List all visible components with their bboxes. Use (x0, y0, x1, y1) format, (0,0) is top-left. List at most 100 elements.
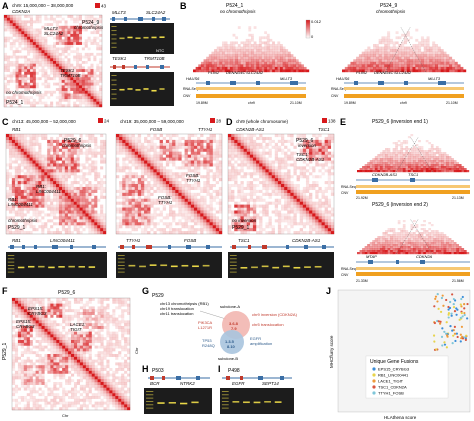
panel-c-right-scale-max: 28 (216, 119, 222, 124)
panel-j-point (446, 334, 449, 337)
panel-j-point (460, 311, 463, 315)
panel-i-gene-sept14: SEPT14 (262, 381, 279, 386)
panel-c-left-scale-max: 24 (104, 119, 110, 124)
panel-h-gene-ntrk2: NTRK2 (180, 381, 195, 386)
panel-e-top-track-cnv: CNV (341, 191, 349, 195)
panel-c-left-hic-map (5, 133, 107, 235)
panel-a-sample-top: P524_9 (82, 20, 99, 26)
panel-c-left-fusion-a2: RB1: (8, 197, 19, 202)
panel-j-point (463, 303, 466, 306)
panel-g-blue-label-1: TP53 (202, 338, 212, 343)
panel-b-gene-slc24a2-r: SLC24A2 (394, 70, 412, 75)
panel-a-scale-max: 43 (101, 4, 107, 9)
panel-c-right-gene-fosb: FOSB (150, 127, 162, 132)
panel-d-region: chr9 (whole chromosome) (236, 119, 289, 124)
panel-i-gene-egfr: EGFR (232, 381, 245, 386)
panel-a-gel-top-gene-1: MLLT3 (112, 10, 126, 15)
panel-d-gene-cdkn2b: CDKN2B-AS1 (236, 127, 265, 132)
panel-b-track-rnaseq-r: RNA-Seq (331, 87, 346, 91)
panel-j-point (453, 299, 457, 302)
panel-j-point (464, 337, 467, 340)
panel-e-triangle-bottom (357, 218, 470, 255)
panel-e-letter: E (340, 117, 346, 127)
panel-f-hic-map (11, 297, 131, 411)
panel-g-red-label-2: L1271R (198, 325, 212, 330)
panel-b-gene-plin2-r: PLIN2 (356, 70, 368, 75)
panel-a-gene-trmt10b: TRMT10B (60, 73, 81, 78)
panel-e-bottom-gene-1: MTAP (366, 254, 377, 259)
panel-b-axis-start-r: 19.89M (344, 101, 356, 105)
panel-c-left-fusion-b: LINC004411 (36, 189, 61, 194)
panel-e-triangle-top (357, 134, 470, 173)
panel-e-top-gene-1: CDKN2B-AS1 (372, 172, 397, 177)
panel-g-red-right: chr5 translocation (252, 322, 284, 327)
panel-c-right-track-gene-a: TTYH1 (126, 238, 141, 243)
panel-c-left-gene-track (8, 245, 106, 249)
panel-c-right-fusion-a: FOSB: (186, 173, 200, 178)
panel-i-gene-track (222, 376, 292, 380)
panel-f-fusion-1a: EPS15: (28, 306, 44, 311)
panel-j-point (447, 308, 450, 311)
panel-j-point (445, 346, 448, 349)
panel-a-gel-bottom-gene-2: TRMT10B (144, 56, 165, 61)
panel-j-point (440, 296, 443, 300)
panel-j-legend-swatch-2 (372, 379, 376, 383)
panel-d-scale-swatch (322, 118, 327, 123)
panel-e-top-axis-end: 21.13M (452, 196, 464, 200)
panel-b-gene-mllt3: MLLT3 (280, 76, 293, 81)
panel-f-fusion-3a: EPS15: (16, 319, 32, 324)
panel-i: I P498 EGFR SEPT14 (218, 364, 294, 414)
panel-j-point (463, 311, 466, 315)
panel-g-circ-bot-2: 8.10 (227, 344, 236, 349)
panel-c-right-fusion-b2: TTYH1 (158, 200, 173, 205)
panel-b-gene-plin2: PLIN2 (208, 70, 220, 75)
panel-f-fusion-3b: CRYBG3 (16, 324, 35, 329)
panel-g-circ-top-1: 3.6.8 (229, 321, 239, 326)
panel-i-sample: P498 (228, 368, 240, 374)
panel-d-cond-bottom: no inversion (232, 218, 257, 223)
panel-e: E P529_6 (inversion end 1) CDKN2B-AS1 TS… (340, 117, 470, 283)
panel-e-bottom-axis-start: 21.33M (356, 279, 368, 283)
panel-e-top-gene-2: TSC1 (408, 172, 418, 177)
panel-j-point (441, 344, 444, 347)
panel-i-gel (220, 388, 294, 414)
panel-j-point (434, 295, 438, 298)
panel-j-point (447, 316, 450, 319)
panel-d-gene-track (230, 245, 334, 249)
panel-d-track-gene-b: CDKN2B-AS1 (292, 238, 321, 243)
panel-b-triangle-left (193, 26, 310, 73)
panel-j-point (450, 312, 453, 315)
panel-a-gel-ntc: NTC (156, 48, 164, 53)
panel-e-top-tracks (356, 178, 470, 194)
panel-j-point (459, 340, 462, 343)
panel-j-legend-swatch-3 (372, 385, 376, 389)
panel-a-gene-cdkn2a: CDKN2A (12, 9, 30, 14)
panel-b-scale-max: 0.012 (311, 19, 322, 24)
panel-j-point (433, 305, 436, 308)
panel-j-point (460, 297, 463, 301)
panel-g-subclone-b: subclone-B (218, 356, 238, 361)
panel-c-left-region: chr13: 45,000,000 – 52,000,000 (12, 119, 76, 124)
panel-b: B P524_1 no chromothripsis P524_9 chromo… (180, 1, 467, 105)
panel-a-gene-tesk1: TESK1 (60, 68, 75, 73)
panel-b-scale-bar (305, 19, 311, 39)
panel-e-top-axis-start: 21.92M (356, 196, 368, 200)
panel-f-fusion-1b: CRYBG3 (28, 311, 47, 316)
panel-c-left-sample-top: P529_6 (64, 138, 81, 144)
panel-g-circle-subclone-b (220, 330, 244, 354)
panel-j-point (441, 294, 444, 297)
panel-d-fusion-b: CDKN2B-AS1 (296, 157, 325, 162)
panel-a-sample-bottom: P524_1 (6, 100, 23, 106)
panel-j-point (451, 342, 454, 345)
panel-e-top-track-rnaseq: RNA-Seq (341, 185, 356, 189)
panel-b-gene-haus6: HAUS6 (186, 76, 200, 81)
panel-b-track-rnaseq-l: RNA-Seq (183, 87, 198, 91)
panel-a-gel-top-gene-2: SLC24A2 (146, 10, 166, 15)
panel-e-bottom-track-rnaseq: RNA-Seq (341, 267, 356, 271)
panel-b-track-cnv-l: CNV (183, 94, 191, 98)
panel-c-right-region: chr19: 35,000,000 – 59,000,000 (120, 119, 184, 124)
panel-e-bottom-gene-2: CDKN2A (416, 254, 433, 259)
panel-j-point (459, 316, 462, 319)
panel-j-point (439, 310, 443, 313)
panel-e-bottom-track-cnv: CNV (341, 273, 349, 277)
